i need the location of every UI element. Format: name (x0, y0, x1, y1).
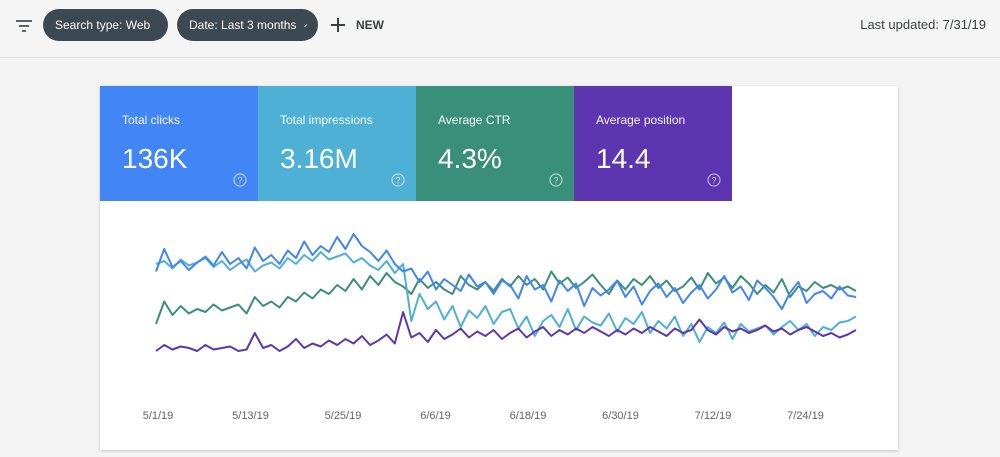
metric-label: Average position (596, 113, 686, 127)
new-filter-button[interactable]: NEW (330, 12, 384, 38)
metric-total-clicks[interactable]: Total clicks 136K ? (100, 86, 258, 201)
x-tick-label: 5/25/19 (325, 410, 362, 422)
help-icon[interactable]: ? (233, 173, 247, 187)
x-tick-label: 6/18/19 (510, 410, 547, 422)
pencil-icon (304, 23, 308, 27)
svg-text:?: ? (237, 176, 242, 186)
last-updated-text: Last updated: 7/31/19 (860, 17, 986, 32)
series-line-1 (155, 251, 857, 343)
date-range-chip[interactable]: Date: Last 3 months (177, 9, 318, 41)
metric-value: 4.3% (438, 143, 502, 174)
x-tick-label: 6/30/19 (602, 410, 639, 422)
date-range-chip-label: Date: Last 3 months (189, 18, 297, 32)
series-line-3 (155, 311, 857, 352)
series-line-0 (155, 270, 857, 325)
plus-icon (331, 18, 345, 32)
x-tick-label: 7/24/19 (787, 410, 824, 422)
metric-label: Total clicks (122, 113, 181, 127)
search-type-chip-label: Search type: Web (55, 18, 151, 32)
metric-value: 14.4 (596, 143, 651, 174)
svg-text:?: ? (711, 176, 716, 186)
x-tick-label: 7/12/19 (695, 410, 732, 422)
new-filter-label: NEW (356, 18, 384, 32)
svg-text:?: ? (553, 176, 558, 186)
toolbar: Search type: Web Date: Last 3 months NEW… (0, 0, 1000, 58)
svg-text:?: ? (395, 176, 400, 186)
metric-value: 136K (122, 143, 188, 174)
x-tick-label: 5/1/19 (143, 410, 174, 422)
search-type-chip[interactable]: Search type: Web (43, 9, 168, 41)
help-icon[interactable]: ? (391, 173, 405, 187)
series-line-2 (155, 233, 857, 310)
x-tick-label: 5/13/19 (232, 410, 269, 422)
performance-chart: 5/1/19 5/13/19 5/25/19 6/6/19 6/18/19 6/30/19… (143, 233, 857, 422)
metric-value: 3.16M (280, 143, 358, 174)
metric-average-position[interactable]: Average position 14.4 ? (574, 86, 732, 201)
help-icon[interactable]: ? (707, 173, 721, 187)
metric-label: Average CTR (438, 113, 511, 127)
metric-total-impressions[interactable]: Total impressions 3.16M ? (258, 86, 416, 201)
performance-card: Total clicks 136K ? Total impressions 3.… (100, 86, 898, 450)
help-icon[interactable]: ? (549, 173, 563, 187)
filter-list-icon[interactable] (14, 16, 34, 36)
metric-average-ctr[interactable]: Average CTR 4.3% ? (416, 86, 574, 201)
x-tick-label: 6/6/19 (420, 410, 451, 422)
metric-label: Total impressions (280, 113, 373, 127)
